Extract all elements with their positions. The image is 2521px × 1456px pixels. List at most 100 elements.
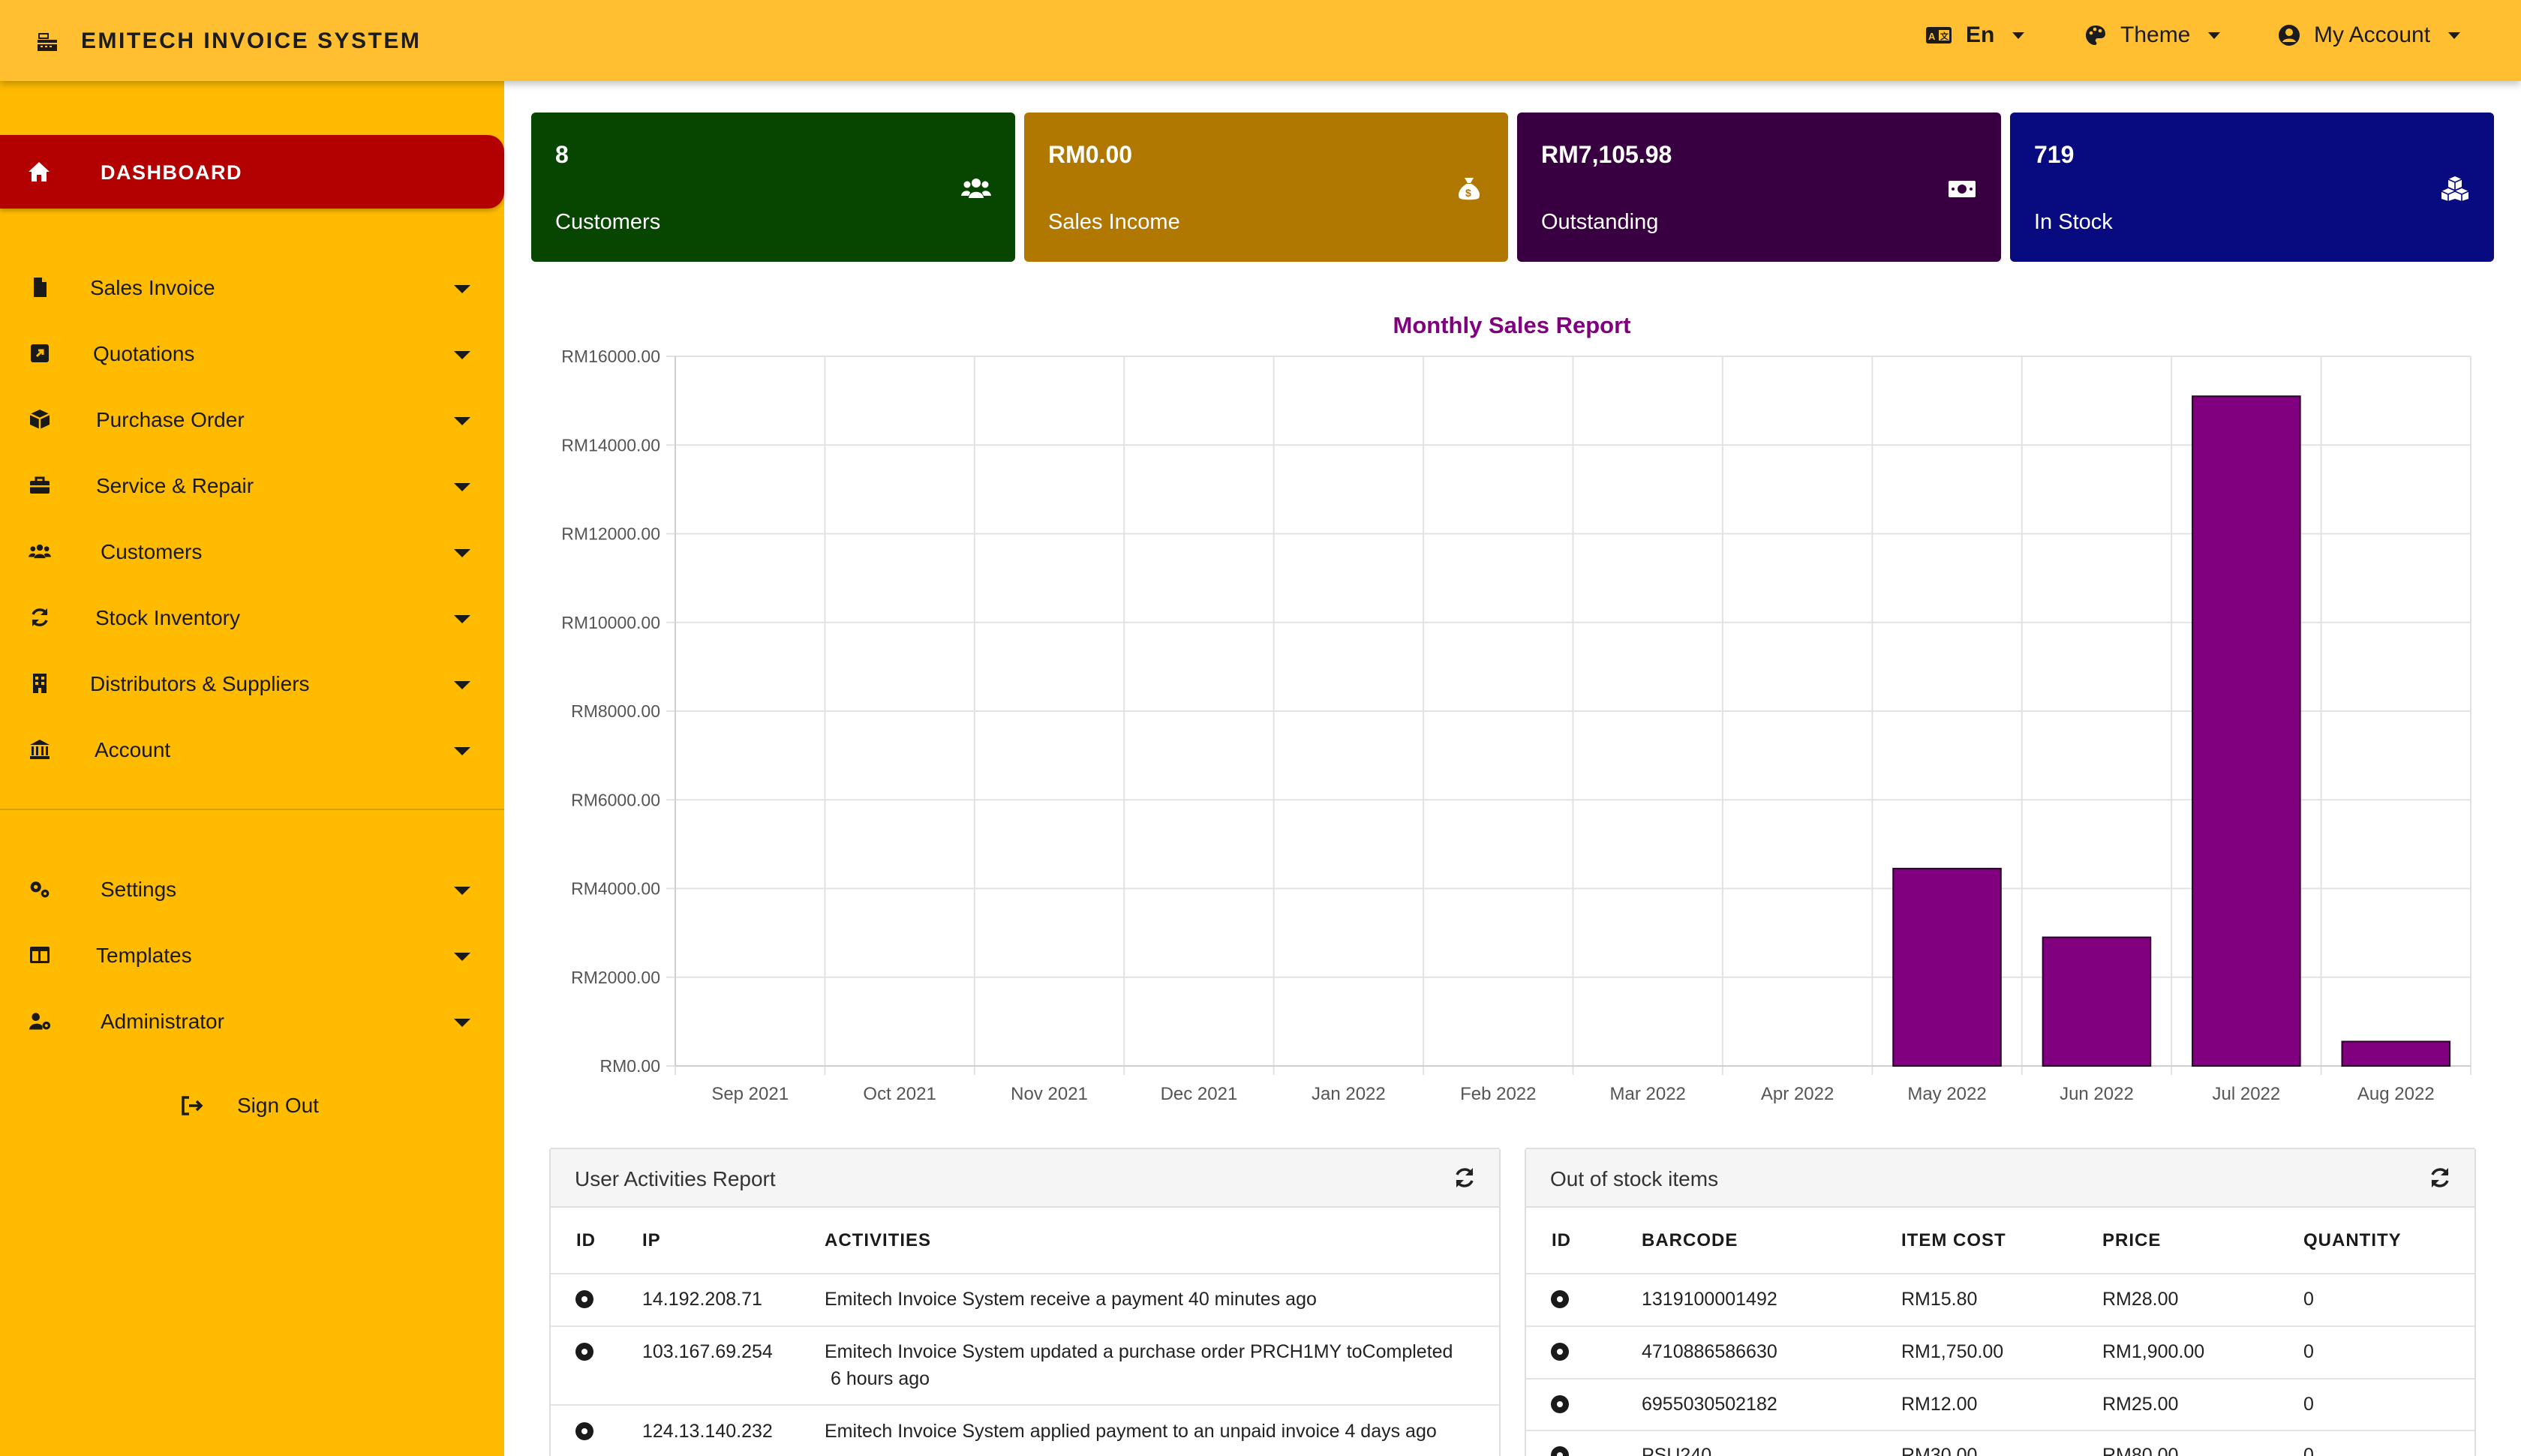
- sidebar-item-templates[interactable]: Templates: [0, 933, 504, 978]
- chevron-down-icon: [454, 681, 470, 689]
- chevron-down-icon: [454, 1019, 470, 1027]
- sidebar-item-quotations[interactable]: Quotations: [0, 332, 504, 377]
- y-tick-label: RM10000.00: [561, 613, 660, 632]
- x-tick-label: Mar 2022: [1610, 1084, 1686, 1104]
- bank-icon: [30, 740, 50, 759]
- bar: [1892, 867, 2002, 1067]
- sync-icon: [32, 608, 48, 626]
- sidebar-item-label: Sales Invoice: [90, 276, 215, 299]
- card-customers[interactable]: 8 Customers: [531, 113, 1015, 262]
- sidebar-item-label: Distributors & Suppliers: [90, 672, 310, 695]
- users-icon: [29, 544, 51, 559]
- refresh-icon[interactable]: [2428, 1166, 2452, 1190]
- y-tick-label: RM14000.00: [561, 435, 660, 455]
- table-divider: [551, 1404, 1499, 1406]
- cell-activity: Emitech Invoice System updated a purchas…: [825, 1341, 1453, 1362]
- refresh-icon[interactable]: [1453, 1166, 1477, 1190]
- chevron-down-icon: [454, 285, 470, 293]
- card-label: Sales Income: [1048, 210, 1180, 234]
- x-tick-label: May 2022: [1907, 1084, 1986, 1104]
- sidebar-item-label: Purchase Order: [96, 408, 245, 431]
- sidebar-item-label: Settings: [101, 878, 177, 901]
- sidebar-item-service-repair[interactable]: Service & Repair: [0, 464, 504, 509]
- chevron-down-icon: [454, 417, 470, 425]
- card-outstanding[interactable]: RM7,105.98 Outstanding: [1517, 113, 2001, 262]
- sidebar-item-label: Stock Inventory: [95, 606, 240, 629]
- sidebar-item-label: Quotations: [93, 342, 195, 365]
- column-header-ip: IP: [642, 1230, 661, 1250]
- cell-item-cost: RM1,750.00: [1901, 1341, 2004, 1362]
- sidebar-item-purchase-order[interactable]: Purchase Order: [0, 398, 504, 443]
- chevron-down-icon: [2012, 32, 2025, 39]
- panel-title: User Activities Report: [575, 1167, 776, 1190]
- cell-quantity: 0: [2303, 1341, 2314, 1362]
- user-circle-icon: [2279, 25, 2300, 46]
- dot-circle-icon: [1551, 1343, 1569, 1361]
- card-value: RM0.00: [1048, 141, 1133, 168]
- sidebar-item-dashboard[interactable]: DASHBOARD: [0, 135, 504, 209]
- sidebar-item-administrator[interactable]: Administrator: [0, 999, 504, 1044]
- x-tick-label: Jul 2022: [2213, 1084, 2281, 1104]
- sidebar-item-customers[interactable]: Customers: [0, 530, 504, 575]
- x-tick-label: Apr 2022: [1761, 1084, 1834, 1104]
- svg-text:文: 文: [1940, 31, 1949, 41]
- card-value: 8: [555, 141, 569, 168]
- cell-barcode: 4710886586630: [1642, 1341, 1777, 1362]
- language-label: En: [1966, 23, 1995, 47]
- sidebar-item-stock-inventory[interactable]: Stock Inventory: [0, 596, 504, 641]
- table-divider: [1526, 1378, 2474, 1379]
- bar: [2341, 1040, 2451, 1067]
- cell-ip: 124.13.140.232: [642, 1421, 773, 1442]
- app-title: EMITECH INVOICE SYSTEM: [81, 29, 422, 53]
- user-cog-icon: [29, 1013, 51, 1030]
- file-icon: [34, 278, 47, 297]
- cell-barcode: PSU240: [1642, 1445, 1712, 1456]
- x-tick-label: Jun 2022: [2060, 1084, 2134, 1104]
- sidebar-item-label: Service & Repair: [96, 474, 254, 497]
- cell-activity-time: 6 hours ago: [831, 1368, 930, 1389]
- sidebar-item-label: Administrator: [101, 1010, 224, 1033]
- sidebar-item-sales-invoice[interactable]: Sales Invoice: [0, 266, 504, 311]
- y-tick-label: RM12000.00: [561, 524, 660, 544]
- svg-text:A: A: [1928, 31, 1936, 42]
- money-bag-icon: $: [1459, 178, 1480, 200]
- sidebar-item-distributors-suppliers[interactable]: Distributors & Suppliers: [0, 662, 504, 707]
- sidebar-item-label: Templates: [96, 944, 192, 967]
- cell-ip: 14.192.208.71: [642, 1289, 762, 1310]
- y-tick-label: RM2000.00: [571, 968, 660, 987]
- card-label: Outstanding: [1541, 210, 1659, 234]
- language-dropdown[interactable]: A 文 En: [1925, 23, 2025, 48]
- theme-dropdown[interactable]: Theme: [2084, 23, 2221, 48]
- cell-barcode: 6955030502182: [1642, 1394, 1777, 1415]
- sidebar-item-label: DASHBOARD: [101, 161, 242, 184]
- sign-out-icon: [182, 1096, 203, 1115]
- panel-header: User Activities Report: [551, 1149, 1499, 1208]
- cash-register-icon: [38, 33, 57, 51]
- cell-ip: 103.167.69.254: [642, 1341, 773, 1362]
- dot-circle-icon: [575, 1422, 593, 1440]
- chevron-down-icon: [2448, 32, 2461, 39]
- column-header-id: ID: [1552, 1230, 1571, 1250]
- card-in-stock[interactable]: 719 In Stock: [2010, 113, 2494, 262]
- y-tick-label: RM0.00: [599, 1056, 660, 1076]
- panel-header: Out of stock items: [1526, 1149, 2474, 1208]
- cell-activity: Emitech Invoice System receive a payment…: [825, 1289, 1317, 1310]
- column-header-activities: ACTIVITIES: [825, 1230, 932, 1250]
- dot-circle-icon: [575, 1343, 593, 1361]
- my-account-dropdown[interactable]: My Account: [2278, 23, 2461, 48]
- sidebar-item-settings[interactable]: Settings: [0, 867, 504, 912]
- x-tick-label: Sep 2021: [711, 1084, 789, 1104]
- sidebar-item-account[interactable]: Account: [0, 728, 504, 773]
- cell-item-cost: RM15.80: [1901, 1289, 1978, 1310]
- cell-item-cost: RM30.00: [1901, 1445, 1978, 1456]
- column-header-quantity: QUANTITY: [2303, 1230, 2402, 1250]
- brand[interactable]: EMITECH INVOICE SYSTEM: [36, 29, 421, 54]
- card-sales-income[interactable]: RM0.00 Sales Income $: [1024, 113, 1508, 262]
- chevron-down-icon: [2208, 32, 2221, 39]
- table-divider: [1526, 1430, 2474, 1431]
- sidebar-item-label: Account: [95, 738, 171, 761]
- sign-out-button[interactable]: Sign Out: [180, 1094, 319, 1118]
- cubes-icon: [2441, 176, 2469, 201]
- y-tick-label: RM4000.00: [571, 879, 660, 899]
- cell-barcode: 1319100001492: [1642, 1289, 1777, 1310]
